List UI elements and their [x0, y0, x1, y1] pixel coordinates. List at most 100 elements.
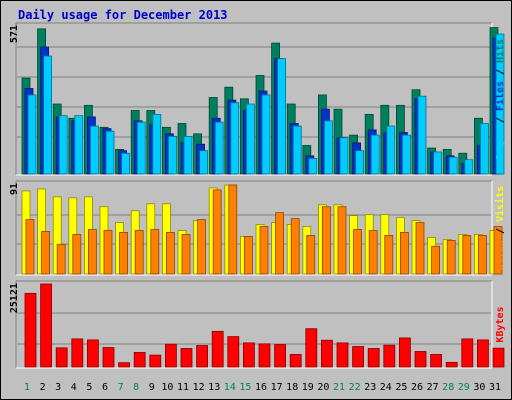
- bar-sites-day-15: [244, 236, 253, 274]
- legend-text: Sites: [494, 240, 506, 270]
- legend-text: /: [495, 111, 506, 129]
- bar-outline: [479, 123, 489, 175]
- bar-outline: [339, 137, 349, 175]
- bar-pages-day-1: [28, 94, 36, 174]
- bar-kbytes-day-5: [87, 339, 99, 367]
- bar-pages-day-28: [449, 157, 458, 174]
- bar-outline: [181, 234, 191, 275]
- bar-outline: [384, 235, 394, 275]
- bar-outline: [55, 347, 68, 368]
- bar-outline: [214, 121, 224, 175]
- bar-kbytes-day-24: [383, 345, 395, 367]
- bar-pages-day-30: [480, 123, 489, 174]
- bar-sites-day-11: [182, 234, 190, 274]
- bar-kbytes-day-21: [337, 342, 348, 367]
- bar-pages-day-22: [355, 150, 364, 174]
- bar-sites-day-14: [228, 184, 237, 274]
- bar-outline: [492, 347, 505, 368]
- bar-outline: [464, 159, 474, 175]
- bar-outline: [150, 229, 160, 275]
- bar-outline: [27, 94, 37, 175]
- bar-outline: [290, 218, 300, 275]
- bar-outline: [183, 136, 193, 175]
- x-tick-label-day-6: 6: [102, 382, 108, 393]
- bar-sites-day-23: [369, 230, 378, 274]
- bar-outline: [230, 102, 240, 175]
- bar-pages-day-27: [433, 151, 442, 174]
- bar-sites-day-13: [213, 189, 222, 274]
- bar-outline: [25, 219, 35, 275]
- bar-kbytes-day-26: [415, 351, 426, 367]
- bar-outline: [462, 235, 472, 275]
- bar-kbytes-day-25: [399, 337, 411, 367]
- bar-outline: [102, 347, 115, 368]
- bar-outline: [56, 243, 66, 275]
- x-tick-label-day-22: 22: [349, 382, 361, 393]
- chart-title: Daily usage for December 2013: [18, 8, 228, 22]
- x-tick-label-day-26: 26: [411, 382, 423, 393]
- bar-outline: [352, 346, 365, 368]
- bar-sites-day-1: [26, 219, 34, 274]
- bar-kbytes-day-19: [305, 328, 317, 367]
- bar-outline: [242, 342, 255, 368]
- bar-kbytes-day-2: [40, 284, 52, 367]
- x-tick-label-day-11: 11: [177, 382, 189, 393]
- bar-outline: [399, 232, 409, 275]
- bar-kbytes-day-11: [181, 348, 192, 367]
- bar-pages-day-19: [308, 158, 317, 174]
- bar-pages-day-26: [418, 96, 426, 174]
- x-tick-label-day-29: 29: [458, 382, 470, 393]
- bar-outline: [259, 226, 269, 275]
- bar-kbytes-day-8: [134, 352, 146, 367]
- bar-sites-day-10: [166, 232, 175, 274]
- x-tick-label-day-8: 8: [133, 382, 139, 393]
- bar-pages-day-11: [184, 136, 192, 174]
- bar-outline: [306, 235, 316, 275]
- bar-sites-day-30: [478, 235, 487, 274]
- bar-outline: [417, 95, 427, 175]
- bar-outline: [87, 339, 99, 368]
- bar-outline: [274, 344, 287, 368]
- bar-outline: [40, 283, 52, 368]
- bar-outline: [227, 336, 240, 368]
- x-tick-label-day-19: 19: [302, 382, 314, 393]
- bar-outline: [321, 206, 331, 275]
- bar-pages-day-8: [137, 122, 146, 174]
- x-tick-label-day-30: 30: [473, 382, 485, 393]
- x-tick-label-day-2: 2: [40, 382, 46, 393]
- legend-text: /: [495, 63, 506, 81]
- bar-kbytes-day-17: [274, 344, 286, 367]
- bar-kbytes-day-18: [290, 354, 302, 367]
- bar-outline: [368, 230, 378, 275]
- bar-outline: [292, 125, 302, 175]
- max-value-label: 571: [9, 25, 20, 43]
- bar-sites-day-16: [260, 226, 268, 274]
- bar-outline: [74, 115, 84, 175]
- bar-sites-day-17: [275, 212, 284, 274]
- bar-outline: [197, 219, 207, 275]
- bar-outline: [277, 58, 287, 175]
- bar-pages-day-31: [496, 34, 504, 174]
- bar-outline: [477, 235, 487, 275]
- bar-outline: [261, 94, 271, 175]
- bar-kbytes-day-9: [149, 355, 161, 367]
- x-tick-label-day-31: 31: [489, 382, 501, 393]
- bar-pages-day-6: [106, 131, 114, 174]
- bar-outline: [398, 337, 411, 368]
- legend-text: KBytes: [495, 306, 506, 342]
- bar-pages-day-15: [246, 104, 255, 174]
- x-tick-label-day-12: 12: [193, 382, 205, 393]
- bar-pages-day-16: [262, 94, 270, 174]
- bar-outline: [121, 152, 130, 175]
- bar-kbytes-day-10: [165, 344, 177, 367]
- bar-outline: [433, 151, 443, 175]
- bar-outline: [355, 150, 365, 175]
- bar-outline: [386, 125, 396, 175]
- bar-outline: [58, 115, 68, 175]
- legend-visits-sites: Sites / Visits: [494, 186, 506, 270]
- bar-kbytes-day-13: [212, 331, 224, 367]
- bar-outline: [71, 338, 84, 368]
- bar-pages-day-18: [293, 126, 302, 174]
- bar-pages-day-10: [168, 136, 177, 174]
- x-tick-label-day-16: 16: [255, 382, 267, 393]
